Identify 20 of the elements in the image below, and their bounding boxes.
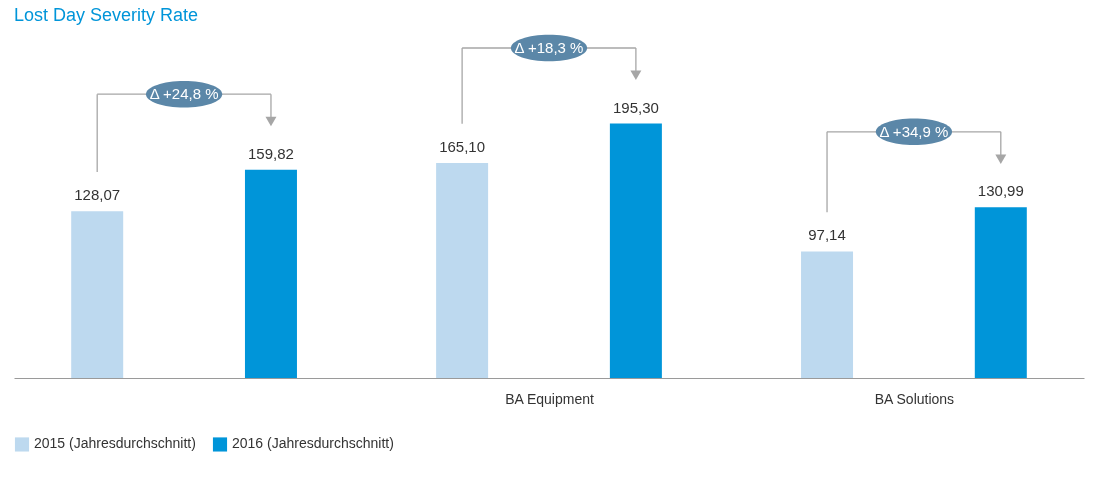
bar	[71, 211, 124, 378]
data-label: 195,30	[612, 98, 659, 116]
bar	[974, 207, 1027, 378]
annotation: Δ +34,9 %	[879, 122, 949, 140]
bar	[436, 162, 489, 378]
text: Δ +24,8 %	[149, 85, 219, 103]
chart-title: Lost Day Severity Rate	[14, 4, 199, 25]
data-label: 165,10	[439, 137, 486, 155]
data-label: 128,07	[74, 186, 121, 204]
bar	[609, 123, 662, 378]
text: Δ +18,3 %	[514, 39, 584, 56]
bar	[801, 251, 854, 378]
legend-label: 2016 (Jahresdurchschnitt)	[232, 435, 394, 452]
data-label: 159,82	[248, 144, 294, 162]
legend-label: 2015 (Jahresdurchschnitt)	[34, 435, 196, 452]
data-label: 130,99	[977, 182, 1024, 200]
x-tick-label: BA Solutions	[874, 390, 955, 407]
bar	[244, 169, 297, 378]
x-tick-label: BA Equipment	[505, 390, 594, 407]
data-label: 97,14	[808, 226, 846, 244]
